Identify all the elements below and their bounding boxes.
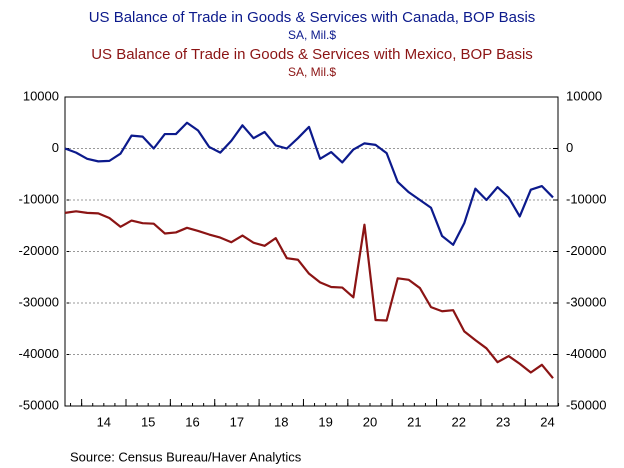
y2-tick-label: -40000	[566, 346, 606, 361]
plot-area	[64, 96, 559, 407]
x-tick-label: 21	[407, 414, 421, 429]
y2-tick-label: -20000	[566, 243, 606, 258]
x-tick-label: 15	[141, 414, 155, 429]
x-tick-label: 24	[540, 414, 554, 429]
y2-tick-label: -30000	[566, 294, 606, 309]
series-line	[64, 210, 554, 379]
y-tick-label: 0	[52, 140, 59, 155]
series-line	[64, 121, 554, 246]
y-tick-label: -30000	[19, 294, 59, 309]
x-tick-label: 22	[451, 414, 465, 429]
y-tick-label: 10000	[23, 88, 59, 103]
y-tick-label: -20000	[19, 243, 59, 258]
series-title: US Balance of Trade in Goods & Services …	[91, 46, 533, 63]
x-tick-label: 23	[496, 414, 510, 429]
y2-tick-label: 10000	[566, 88, 602, 103]
y2-tick-label: -10000	[566, 191, 606, 206]
y-tick-label: -10000	[19, 191, 59, 206]
y2-tick-label: 0	[566, 140, 573, 155]
x-tick-label: 14	[97, 414, 111, 429]
x-tick-label: 16	[185, 414, 199, 429]
series-unit: SA, Mil.$	[288, 65, 336, 79]
series-unit: SA, Mil.$	[288, 28, 336, 42]
source: Source: Census Bureau/Haver Analytics	[70, 449, 302, 464]
y-tick-label: -50000	[19, 397, 59, 412]
x-tick-label: 18	[274, 414, 288, 429]
x-tick-label: 19	[318, 414, 332, 429]
x-tick-label: 17	[230, 414, 244, 429]
y2-tick-label: -50000	[566, 397, 606, 412]
series-title: US Balance of Trade in Goods & Services …	[89, 9, 536, 26]
y-tick-label: -40000	[19, 346, 59, 361]
x-tick-label: 20	[363, 414, 377, 429]
